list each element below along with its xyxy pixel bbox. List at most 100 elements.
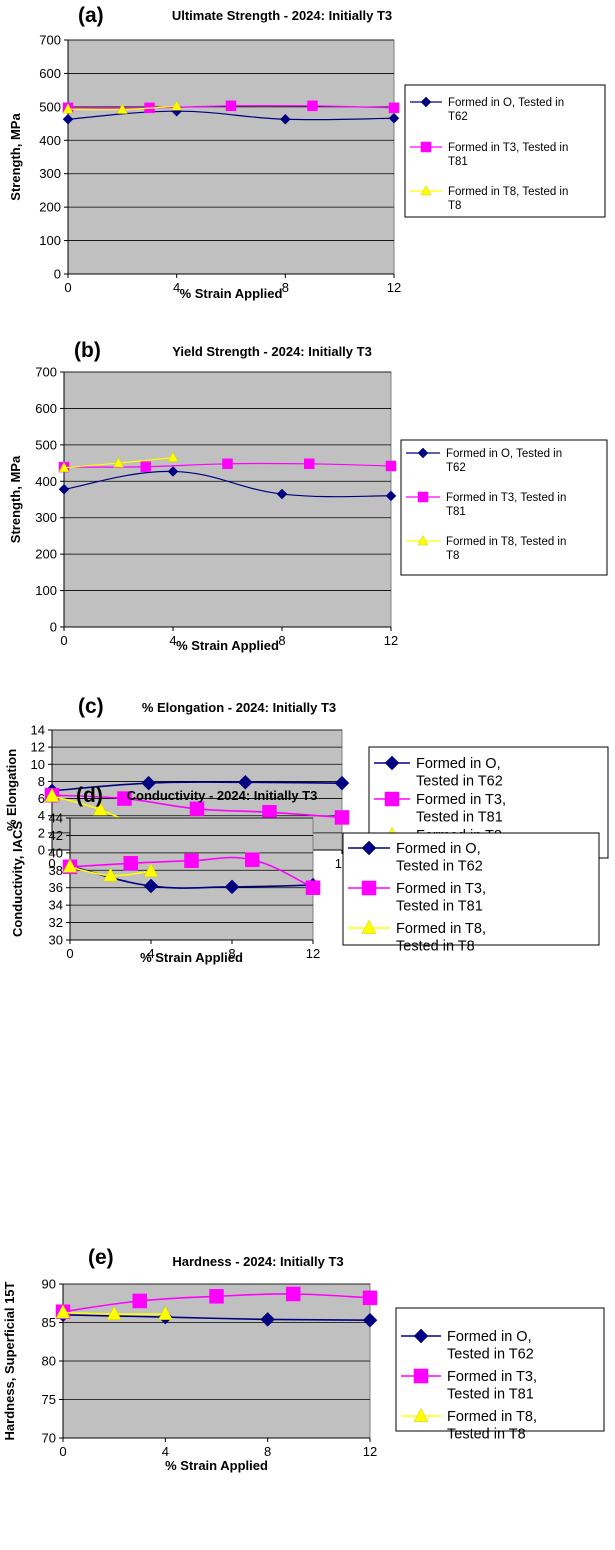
legend-label: Formed in T8, Tested in T8 [448,186,568,212]
legend-marker-square [384,791,400,807]
data-point-square [362,1290,378,1306]
data-point-triangle [62,858,78,873]
legend-label: Formed in O, Tested in T62 [396,841,483,874]
legend-label: Formed in T8,Tested in T8 [447,1409,537,1442]
data-point-square [132,1293,147,1309]
data-point-triangle [143,862,159,878]
data-point-square [388,102,400,114]
data-point-diamond [143,878,159,894]
y-tick-label: 70 [42,1431,56,1446]
chart-panel-0: 0 100 200 300 400 500 600 700 0 4 8 12 (a) Ultimate S… [8,4,606,301]
y-axis-label: Conductivity, IACS [10,821,25,937]
legend-label: Formed in O, Tested in T62 [446,448,562,474]
x-tick-label: 8 [282,280,289,295]
panel-letter: (c) [78,695,104,718]
data-point-square [184,853,199,868]
data-point-triangle [44,787,60,802]
legend-marker-square [420,141,432,153]
data-point-square [385,460,397,472]
x-tick-label: 8 [228,946,235,961]
data-point-diamond [279,113,291,125]
legend-label: Formed in T8, Tested in T8 [446,536,566,562]
data-point-diamond [224,879,240,895]
data-point-triangle [58,461,70,473]
data-point-diamond [334,775,350,791]
y-tick-label: 300 [35,510,57,525]
data-point-triangle [92,801,108,816]
y-axis-label: Strength, MPa [8,113,23,201]
chart-title: Ultimate Strength - 2024: Initially T3 [172,8,392,23]
y-tick-label: 10 [31,757,45,772]
x-tick-label: 0 [60,633,67,648]
data-point-square [222,458,233,470]
legend-marker-diamond [413,1328,429,1344]
legend-label: Formed in O, Tested in T62 [447,1329,534,1362]
data-point-square [307,100,318,112]
panel-letter: (d) [76,784,103,807]
y-tick-label: 0 [54,267,61,282]
y-tick-label: 700 [35,365,57,380]
data-point-square [117,791,132,806]
legend-marker-diamond [361,840,377,856]
x-tick-label: 0 [59,1444,66,1459]
y-tick-label: 80 [42,1354,56,1369]
y-tick-label: 2 [38,825,45,840]
y-tick-label: 700 [39,33,61,48]
data-point-triangle [157,1305,173,1320]
data-point-triangle [62,103,74,114]
x-tick-label: 4 [169,633,176,648]
legend-label: Formed in T3, Tested in T81 [447,1369,537,1402]
x-axis-label: % Strain Applied [140,950,243,965]
legend-marker-triangle [361,919,377,934]
plot-area [67,39,395,275]
plot-area [63,371,392,628]
series-line-0 [62,1314,371,1321]
y-tick-label: 40 [49,845,63,860]
data-point-diamond [62,113,74,125]
series-line-0 [67,110,395,121]
legend-label: Formed in O, Tested in T62 [416,756,503,789]
y-tick-label: 75 [42,1392,56,1407]
y-tick-label: 42 [49,828,63,843]
y-tick-label: 8 [38,774,45,789]
y-tick-label: 600 [35,401,57,416]
legend-label: Formed in T3, Tested in T81 [396,881,486,914]
x-tick-label: 8 [264,1444,271,1459]
data-point-triangle [113,457,124,468]
x-tick-label: 12 [387,280,401,295]
x-axis-label: % Strain Applied [165,1458,268,1473]
panel-letter: (b) [74,339,101,362]
legend-box [404,84,606,218]
x-tick-label: 0 [64,280,71,295]
data-point-diamond [58,483,70,495]
data-point-square [189,801,205,817]
data-point-diamond [388,112,400,124]
y-tick-label: 44 [49,811,63,826]
chart-title: % Elongation - 2024: Initially T3 [142,700,336,715]
legend-box [400,439,608,576]
y-tick-label: 400 [39,133,61,148]
x-tick-label: 12 [363,1444,377,1459]
legend-marker-diamond [384,755,400,771]
y-axis-label: % Elongation [4,749,19,831]
y-tick-label: 34 [49,898,63,913]
legend-box [395,1307,605,1432]
y-tick-label: 200 [35,547,57,562]
y-tick-label: 38 [49,863,63,878]
y-tick-label: 6 [38,791,45,806]
data-point-square [245,852,260,868]
y-tick-label: 500 [35,437,57,452]
series-line-0 [63,470,392,498]
panel-letter: (a) [78,4,104,27]
data-point-diamond [385,490,397,502]
data-point-diamond [276,488,288,500]
data-point-diamond [141,775,157,791]
series-line-0 [51,781,343,792]
x-tick-label: 12 [384,633,398,648]
data-point-square [286,1286,301,1302]
x-axis-label: % Strain Applied [176,638,279,653]
x-tick-label: 8 [278,633,285,648]
data-point-square [225,100,237,112]
